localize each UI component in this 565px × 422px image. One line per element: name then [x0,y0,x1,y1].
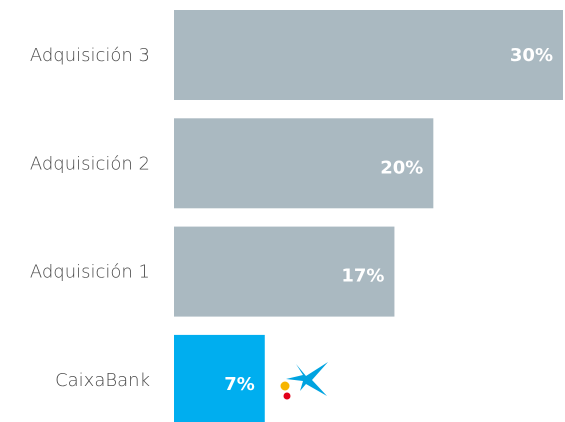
category-label: Adquisición 1 [30,262,150,283]
value-label: 30% [510,45,553,66]
bar [174,118,434,209]
value-label: 20% [380,157,423,178]
bar [174,226,395,317]
value-label: 17% [341,266,384,287]
logo-dot-red [283,392,291,400]
logo-star [286,362,328,396]
category-label: Adquisición 3 [30,45,150,66]
category-label: CaixaBank [55,370,150,391]
bar [174,334,265,422]
caixabank-logo [280,362,328,400]
bar [174,10,563,100]
category-label: Adquisición 2 [30,153,150,174]
value-label: 7% [224,374,255,395]
logo-dot-yellow [280,381,290,391]
